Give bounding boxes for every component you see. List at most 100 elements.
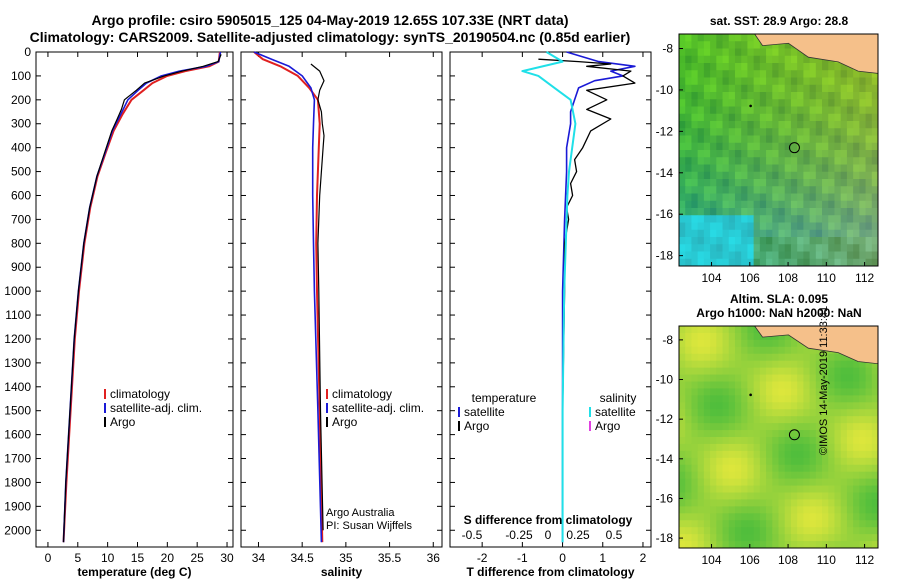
map-cell xyxy=(790,374,798,382)
map-cell xyxy=(691,437,699,445)
map-cell xyxy=(865,395,873,403)
map-cell xyxy=(865,388,873,396)
map-cell xyxy=(790,200,798,209)
map-cell xyxy=(685,416,692,424)
map-cell xyxy=(759,471,767,480)
map-cell xyxy=(859,179,867,187)
map-cell xyxy=(778,346,786,355)
map-cell xyxy=(691,84,699,93)
map-cell xyxy=(809,388,817,396)
map-cell xyxy=(846,520,854,528)
map-cell xyxy=(784,353,792,362)
map-cell xyxy=(803,186,811,194)
map-cell xyxy=(822,171,829,180)
map-cell xyxy=(846,157,854,165)
map-cell xyxy=(797,534,804,542)
map-cell xyxy=(766,186,773,194)
map-cell xyxy=(865,128,873,136)
map-cell xyxy=(753,237,761,245)
map-cell xyxy=(815,471,823,480)
map-cell xyxy=(747,106,755,115)
map-cell xyxy=(822,92,829,100)
map-cell xyxy=(778,513,786,521)
map-cell xyxy=(703,360,711,369)
map-cell xyxy=(722,92,730,100)
map-cell xyxy=(834,395,842,403)
map-cell xyxy=(790,430,798,438)
map-cell xyxy=(716,409,724,417)
map-cell xyxy=(679,326,686,334)
map-cell xyxy=(772,186,779,194)
map-cell xyxy=(790,55,798,64)
map-cell xyxy=(679,499,686,507)
map-cell xyxy=(853,179,860,187)
map-cell xyxy=(834,171,842,180)
map-cell xyxy=(741,34,748,42)
map-cell xyxy=(697,346,705,355)
map-cell xyxy=(703,41,711,49)
map-cell xyxy=(691,416,699,424)
map-cell xyxy=(778,164,786,173)
map-cell xyxy=(815,443,823,452)
map-cell xyxy=(734,541,742,549)
map-cell xyxy=(834,464,842,473)
map-cell xyxy=(790,99,798,107)
map-cell xyxy=(828,171,835,180)
map-cell xyxy=(859,478,867,487)
map-cell xyxy=(778,520,786,528)
map-y-tick-label: -16 xyxy=(656,207,674,221)
map-cell xyxy=(815,128,823,136)
map-cell xyxy=(759,171,767,180)
map-cell xyxy=(846,186,854,194)
map-cell xyxy=(828,186,835,194)
map-cell xyxy=(766,70,773,78)
map-cell xyxy=(828,200,835,209)
map-cell xyxy=(703,63,711,71)
map-cell xyxy=(846,193,854,202)
map-cell xyxy=(772,374,779,382)
map-cell xyxy=(809,171,817,180)
map-cell xyxy=(809,541,817,549)
map-cell xyxy=(703,179,711,187)
map-cell xyxy=(840,179,848,187)
map-cell xyxy=(834,541,842,549)
map-cell xyxy=(685,430,692,438)
map-cell xyxy=(853,367,860,376)
map-cell xyxy=(846,409,854,417)
map-cell xyxy=(853,84,860,93)
map-x-tick-label: 110 xyxy=(817,271,836,285)
map-cell xyxy=(846,457,854,466)
map-cell xyxy=(741,237,748,245)
map-cell xyxy=(834,437,842,445)
map-cell xyxy=(772,450,779,459)
map-cell xyxy=(797,457,804,466)
series-line-climatology xyxy=(253,51,324,543)
map-cell xyxy=(734,164,742,173)
map-cell xyxy=(871,534,879,542)
map-cell xyxy=(834,534,842,542)
map-cell xyxy=(710,222,717,231)
map-cell xyxy=(784,527,792,535)
map-cell xyxy=(846,437,854,445)
map-cell xyxy=(871,186,879,194)
map-cell xyxy=(728,367,736,376)
map-cell xyxy=(790,244,798,252)
map-cell xyxy=(853,541,860,549)
map-cell xyxy=(828,492,835,500)
map-cell xyxy=(828,77,835,86)
y-tick-label: 1500 xyxy=(4,404,31,418)
map-cell xyxy=(753,215,761,223)
map-cell xyxy=(778,171,786,180)
map-cell xyxy=(753,171,761,180)
map-cell xyxy=(741,534,748,542)
map-cell xyxy=(822,106,829,115)
map-cell xyxy=(697,106,705,115)
map-cell xyxy=(871,437,879,445)
map-cell xyxy=(865,142,873,151)
map-cell xyxy=(759,534,767,542)
map-cell xyxy=(753,135,761,144)
map-cell xyxy=(747,360,755,369)
map-cell xyxy=(766,457,773,466)
map-cell xyxy=(710,121,717,129)
map-cell xyxy=(766,485,773,493)
